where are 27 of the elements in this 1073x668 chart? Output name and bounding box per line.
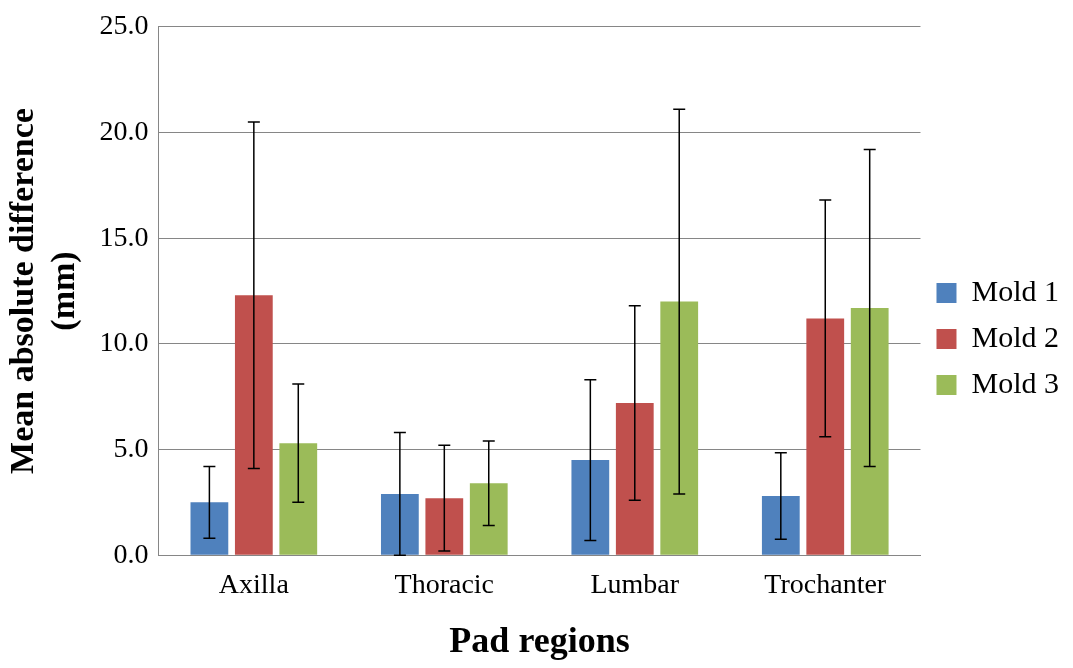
y-tick-label: 15.0 [99,220,149,252]
bar [425,498,464,555]
bar [234,295,273,555]
y-tick-label: 10.0 [99,326,149,358]
x-tick-label: Thoracic [394,568,495,600]
x-tick-label: Lumbar [590,568,680,600]
y-tick-label: 0.0 [113,537,149,569]
bar [806,318,845,555]
y-tick-label: 20.0 [99,114,149,146]
bar [850,307,889,555]
legend-label: Mold 1 [971,273,1060,307]
bar [469,483,508,555]
y-tick-label: 25.0 [99,9,149,41]
y-axis-title: Mean absolute difference (mm) [3,108,82,474]
x-tick-label: Trochanter [764,568,887,600]
bar [761,496,800,555]
bar [380,493,419,555]
legend-label: Mold 2 [971,319,1060,353]
bar [571,460,610,555]
bar [615,403,654,555]
legend-label: Mold 3 [971,365,1060,399]
bar [660,301,699,555]
x-axis-title: Pad regions [449,619,630,660]
bar [190,502,229,555]
x-tick-label: Axilla [218,568,290,600]
bar [279,443,318,555]
y-tick-label: 5.0 [113,431,149,463]
